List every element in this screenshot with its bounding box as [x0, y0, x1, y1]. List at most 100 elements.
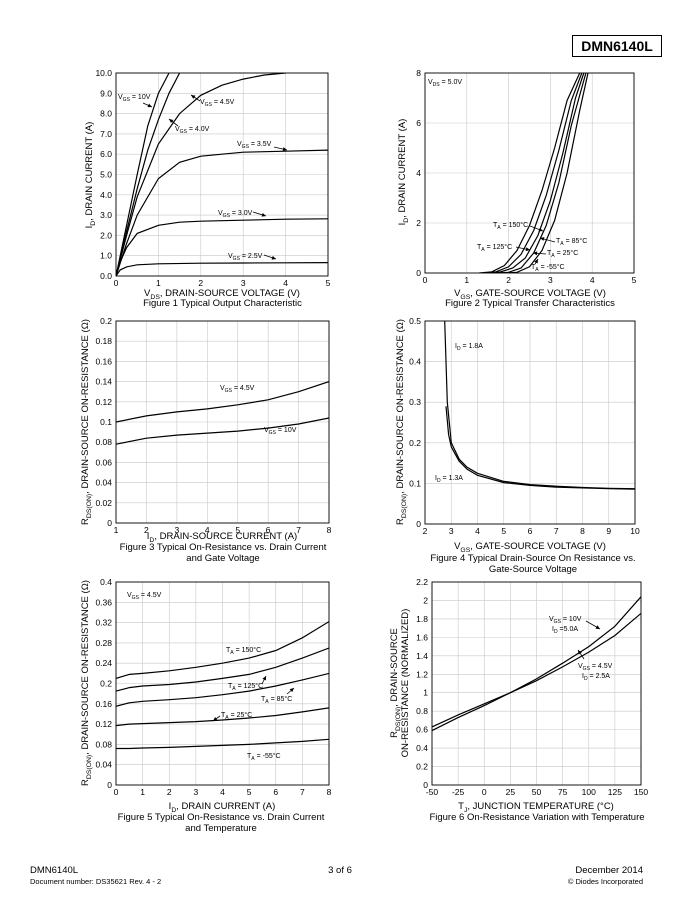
annotation-label: VGS = 10V: [264, 427, 297, 436]
series-line: [496, 73, 587, 273]
x-tick-label: 0: [114, 787, 119, 797]
x-tick-label: 6: [266, 525, 271, 535]
footer-part-number: DMN6140L: [30, 865, 79, 876]
y-tick-label: 0.04: [95, 760, 112, 770]
annotation-label: TA = 25°C: [547, 249, 578, 259]
plot-frame: [431, 581, 642, 786]
x-tick-label: 75: [558, 787, 568, 797]
x-tick-label: 6: [273, 787, 278, 797]
series-line: [432, 612, 641, 728]
annotation-label: ID = 1.8A: [455, 343, 483, 352]
y-tick-label: 0.32: [95, 618, 112, 628]
x-tick-label: 3: [548, 275, 553, 285]
y-tick-label: 0.24: [95, 658, 112, 668]
annotation-label: VGS = 3.0V: [218, 210, 253, 219]
series-line: [432, 596, 641, 732]
y-tick-label: 0: [416, 268, 421, 278]
annotation-arrowhead: [538, 227, 543, 232]
x-tick-label: 5: [632, 275, 637, 285]
x-tick-label: 5: [235, 525, 240, 535]
series-line: [116, 381, 329, 423]
x-tick-label: 10: [630, 526, 640, 536]
y-tick-label: 0.08: [95, 739, 112, 749]
x-axis-label: VGS, GATE-SOURCE VOLTAGE (V): [454, 541, 606, 554]
y-tick-label: 8.0: [100, 109, 112, 119]
annotation-label: ID =5.0A: [552, 626, 578, 635]
x-tick-label: 2: [423, 526, 428, 536]
y-tick-label: 0.4: [409, 357, 421, 367]
y-tick-label: 1: [423, 688, 428, 698]
x-tick-label: 3: [241, 278, 246, 288]
y-tick-label: 2.0: [100, 230, 112, 240]
x-tick-label: 1: [464, 275, 469, 285]
series-line: [116, 621, 329, 679]
x-tick-label: 4: [590, 275, 595, 285]
annotation-arrowhead: [534, 259, 538, 264]
x-axis-label: ID, DRAIN CURRENT (A): [169, 801, 276, 814]
y-tick-label: 1.8: [416, 614, 428, 624]
x-tick-label: 0: [423, 275, 428, 285]
annotation-label: VGS = 3.5V: [237, 141, 272, 150]
plot-frame: [424, 72, 635, 274]
y-tick-label: 2.2: [416, 577, 428, 587]
y-tick-label: 10.0: [95, 68, 112, 78]
x-tick-label: 4: [205, 525, 210, 535]
y-tick-label: 0.08: [95, 437, 112, 447]
figure-1-caption: Figure 1 Typical Output Characteristic: [143, 298, 302, 309]
y-tick-label: 5.0: [100, 170, 112, 180]
y-tick-label: 0.2: [100, 316, 112, 326]
y-axis-label-line2: ON-RESISTANCE (NORMALIZED): [400, 609, 411, 758]
y-tick-label: 0.4: [100, 577, 112, 587]
y-tick-label: 0: [416, 519, 421, 529]
annotation-label: TA = 25°C: [221, 711, 252, 721]
series-line: [479, 73, 581, 273]
x-tick-label: 4: [475, 526, 480, 536]
y-tick-label: 6: [416, 118, 421, 128]
x-tick-label: 50: [532, 787, 542, 797]
y-tick-label: 9.0: [100, 88, 112, 98]
footer-date: December 2014: [575, 865, 643, 876]
y-tick-label: 0.04: [95, 478, 112, 488]
x-tick-label: 0: [114, 278, 119, 288]
series-line: [116, 73, 181, 276]
annotation-label: VGS = 2.5V: [228, 253, 263, 262]
series-line: [116, 707, 329, 727]
figure-6-caption: Figure 6 On-Resistance Variation with Te…: [429, 812, 645, 823]
annotation-label: TA = -55°C: [247, 752, 281, 762]
annotation-label: TA = -55°C: [531, 263, 565, 273]
y-tick-label: 0.1: [409, 478, 421, 488]
y-tick-label: 3.0: [100, 210, 112, 220]
y-tick-label: 4.0: [100, 190, 112, 200]
annotation-label: ID = 2.5A: [582, 673, 610, 682]
y-tick-label: 0.5: [409, 316, 421, 326]
x-axis-label: TJ, JUNCTION TEMPERATURE (°C): [458, 801, 614, 814]
x-tick-label: 25: [506, 787, 516, 797]
y-tick-label: 0.6: [416, 725, 428, 735]
y-tick-label: 0.12: [95, 719, 112, 729]
y-tick-label: 0: [423, 780, 428, 790]
annotation-arrowhead: [213, 717, 218, 721]
y-axis-label: RDS(ON), DRAIN-SOURCE ON-RESISTANCE (Ω): [80, 580, 93, 786]
annotation-label: VGS = 4.0V: [175, 126, 210, 135]
y-tick-label: 0.1: [100, 417, 112, 427]
y-tick-label: 0.18: [95, 336, 112, 346]
x-tick-label: 2: [144, 525, 149, 535]
annotation-label: TA = 85°C: [556, 237, 587, 247]
footer-doc-number: Document number: DS35621 Rev. 4 - 2: [30, 877, 162, 886]
annotation-label: TA = 125°C: [228, 682, 263, 692]
x-tick-label: 7: [296, 525, 301, 535]
series-line: [116, 672, 329, 707]
figure-4-caption: Figure 4 Typical Drain-Source On Resista…: [430, 553, 636, 575]
y-tick-label: 0.2: [416, 762, 428, 772]
series-line: [116, 417, 329, 445]
annotation-label: VGS = 10V: [549, 616, 582, 625]
y-axis-label: RDS(ON), DRAIN-SOURCE: [389, 628, 402, 738]
y-axis-label: ID, DRAIN CURRENT (A): [84, 122, 97, 229]
plot-frame: [424, 320, 636, 525]
x-tick-label: 3: [194, 787, 199, 797]
x-tick-label: 4: [283, 278, 288, 288]
annotation-arrowhead: [595, 625, 600, 629]
annotation-arrowhead: [578, 650, 582, 655]
annotation-label: VDS = 5.0V: [428, 79, 462, 88]
series-line: [116, 262, 328, 276]
